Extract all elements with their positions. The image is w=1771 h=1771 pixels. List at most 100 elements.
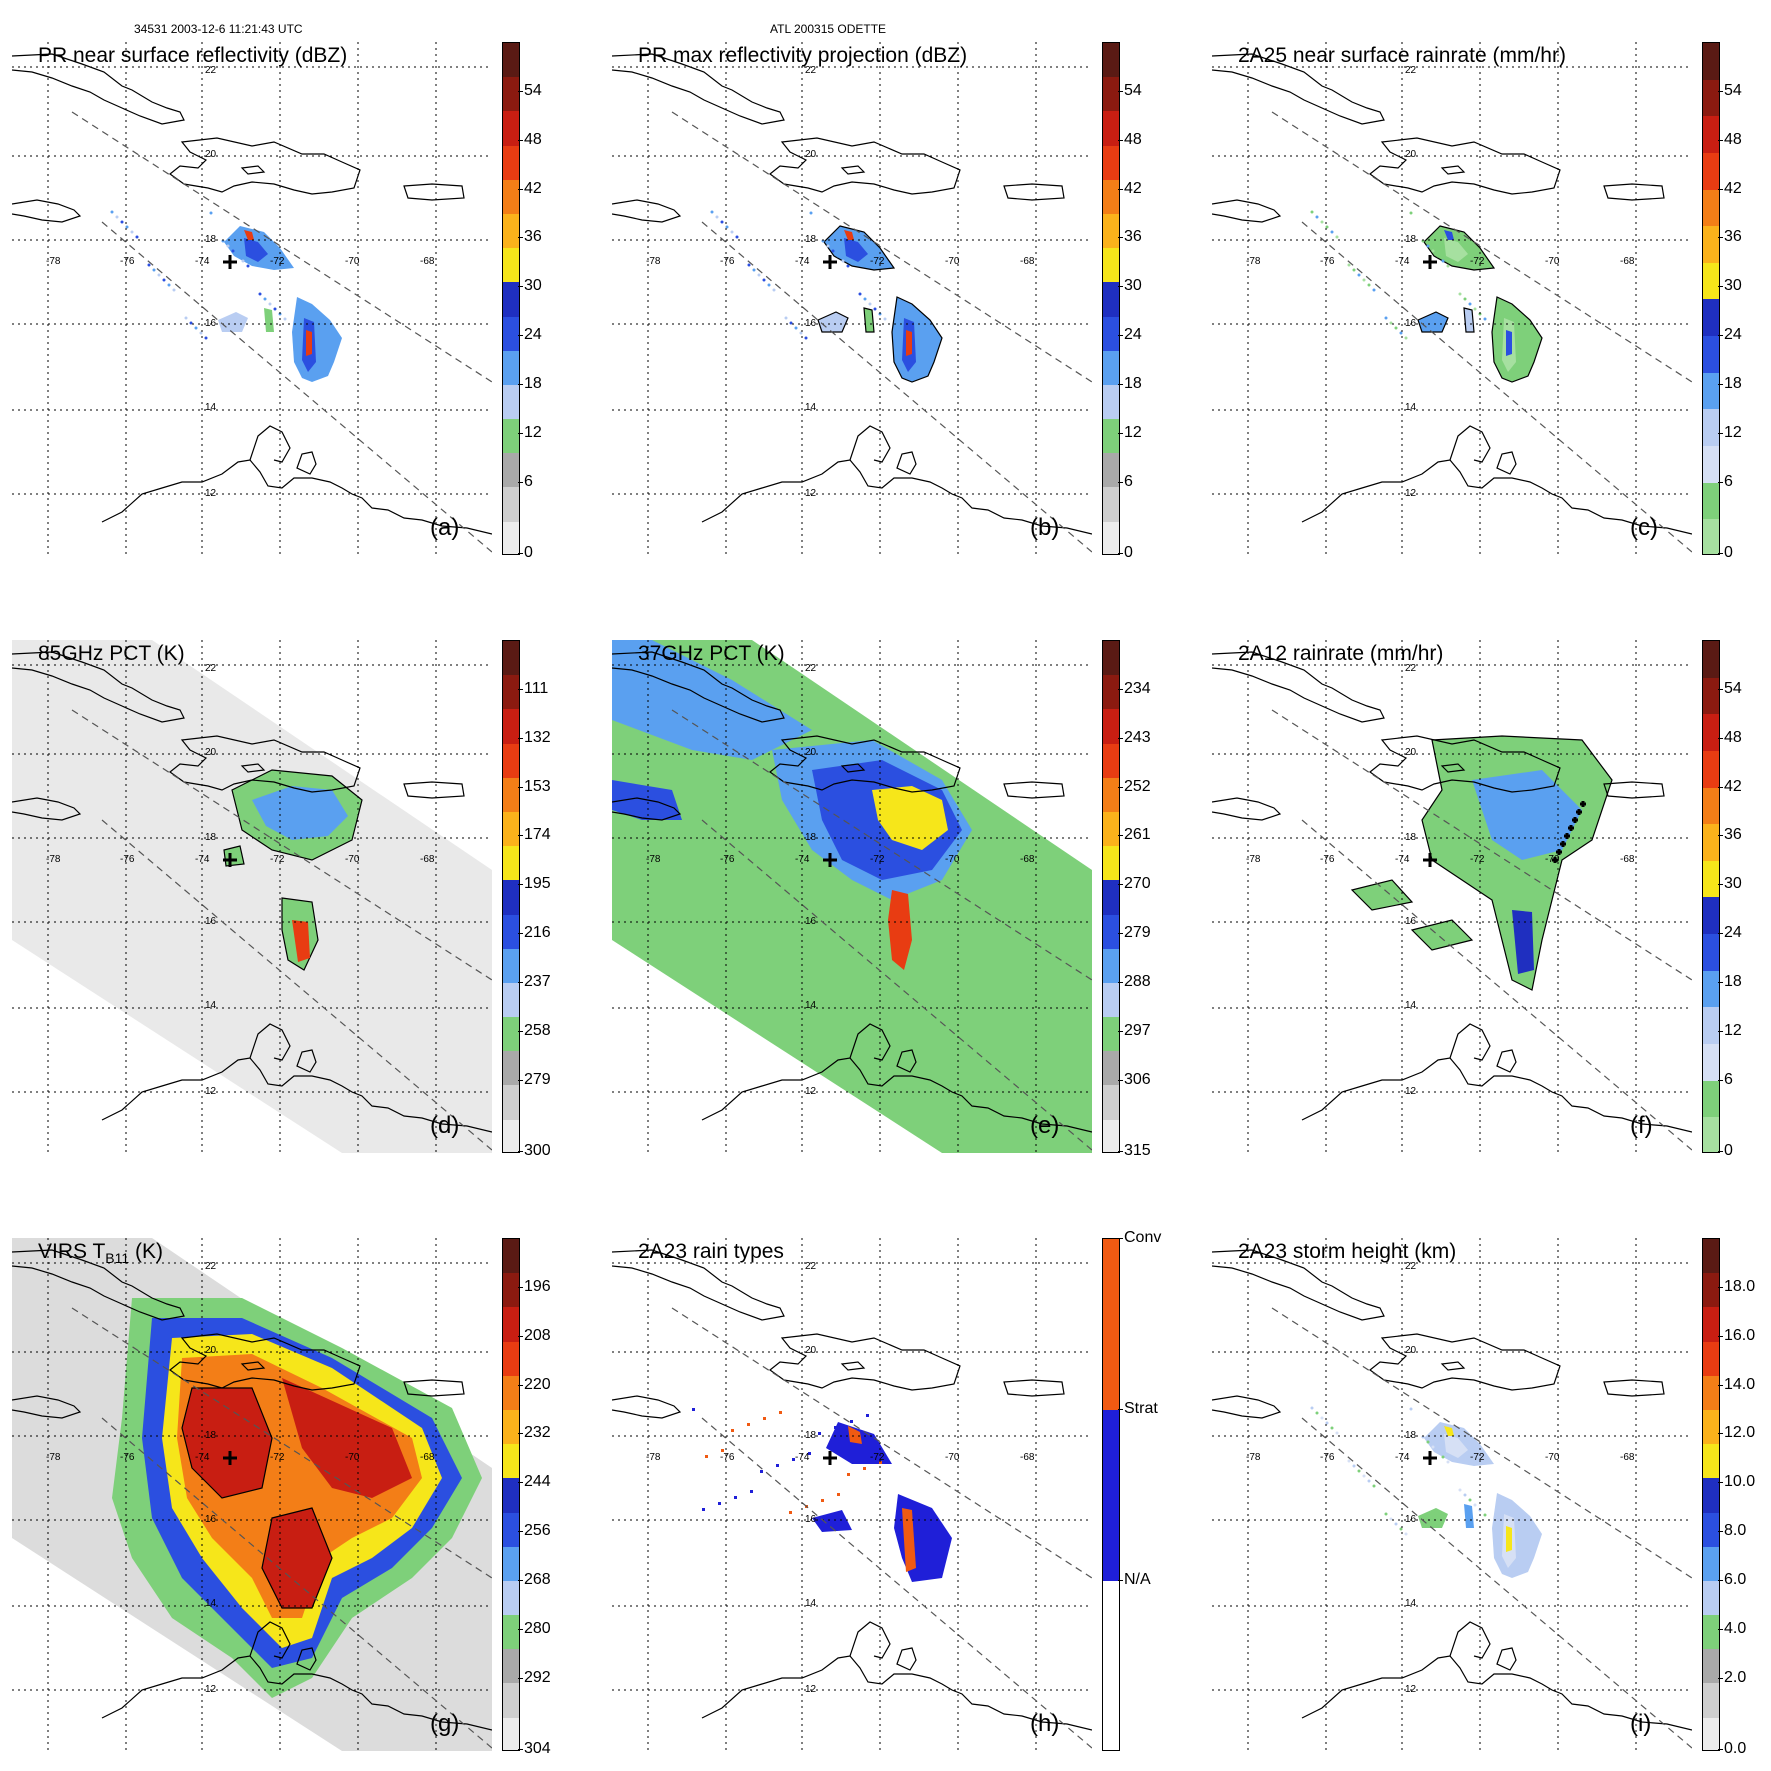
colorbar-tick-label: 0.0 <box>1717 1740 1747 1757</box>
panel-g: VIRS TB11 (K) -78 -76 -74 -72 -70 -68 22 20 18 16 1… <box>0 1196 590 1757</box>
colorbar-segment <box>1103 914 1119 949</box>
colorbar-segment <box>1703 1409 1719 1445</box>
panel-title: PR near surface reflectivity (dBZ) <box>38 44 347 68</box>
colorbar-segment <box>1703 1546 1719 1581</box>
lon-label: -76 <box>720 256 735 267</box>
lat-label: 22 <box>1405 1261 1417 1272</box>
lon-label: -76 <box>1320 256 1335 267</box>
lon-label: -70 <box>1545 1452 1560 1463</box>
colorbar-ticks: 234 243 252 261 270 279 288 297 306 315 <box>1118 640 1184 1159</box>
colorbar-ticks: 54 48 42 36 30 24 18 12 6 0 <box>1118 42 1184 561</box>
panel-title: 2A12 rainrate (mm/hr) <box>1238 642 1443 666</box>
lon-label: -68 <box>1620 1452 1635 1463</box>
lon-label: -78 <box>46 854 61 865</box>
colorbar-segment <box>503 179 519 214</box>
colorbar-segment <box>1703 152 1719 190</box>
colorbar-tick-label: 4.0 <box>1717 1619 1747 1637</box>
colorbar-segment <box>1703 1580 1719 1616</box>
lat-label: 22 <box>805 1261 817 1272</box>
panel-title: 85GHz PCT (K) <box>38 642 185 666</box>
colorbar-tick-label: 24 <box>1118 326 1142 344</box>
colorbar-tick-label: 30 <box>518 277 542 295</box>
colorbar-segment <box>503 1683 519 1718</box>
colorbar-segment <box>1103 777 1119 812</box>
colorbar-segment <box>503 1307 519 1342</box>
colorbar-tick-label: 0 <box>1118 544 1133 561</box>
colorbar-ticks: Conv Strat N/A <box>1117 1229 1184 1751</box>
colorbar-tick-label: 48 <box>1718 130 1742 148</box>
colorbar-tick-label: 6 <box>1118 472 1133 490</box>
lon-label: -74 <box>1395 1452 1410 1463</box>
panel-title-unit: (K) <box>129 1240 163 1263</box>
colorbar-segment <box>503 914 519 949</box>
colorbar-segment <box>503 453 519 488</box>
lon-label: -76 <box>720 1452 735 1463</box>
lon-label: -72 <box>270 854 285 865</box>
colorbar-ticks: 54 48 42 36 30 24 18 12 6 0 <box>518 42 584 561</box>
lon-label: -72 <box>870 256 885 267</box>
lon-label: -78 <box>46 256 61 267</box>
lon-label: -68 <box>1620 256 1635 267</box>
lon-label: -70 <box>945 854 960 865</box>
lat-label: 14 <box>805 1000 817 1011</box>
lon-label: -68 <box>420 256 435 267</box>
colorbar-tick-label: 48 <box>1718 728 1742 746</box>
lat-label: 14 <box>805 402 817 413</box>
colorbar-tick-label: 10.0 <box>1717 1473 1756 1491</box>
panel-title-text: 2A12 rainrate (mm/hr) <box>1238 642 1444 665</box>
colorbar-segment <box>1103 1239 1119 1410</box>
colorbar-segment <box>1703 116 1719 153</box>
colorbar-segment <box>1703 336 1719 373</box>
colorbar-tick-label: 279 <box>1118 924 1151 942</box>
colorbar-tick-label: 36 <box>1718 826 1742 844</box>
colorbar-tick-label: 216 <box>518 924 551 942</box>
colorbar-segment <box>1103 282 1119 317</box>
colorbar-tick-label: 268 <box>518 1571 551 1588</box>
map-area: -78 -76 -74 -72 -70 -68 22 20 18 16 14 12 <box>1212 1238 1692 1751</box>
lat-label: 20 <box>1405 1345 1417 1356</box>
lon-label: -68 <box>420 1452 435 1463</box>
colorbar-tick-label: 36 <box>518 228 542 246</box>
colorbar-tick-label: 6 <box>518 472 533 490</box>
lon-label: -74 <box>195 1452 210 1463</box>
panel-label: (h) <box>1030 1710 1060 1737</box>
map-area: -78 -76 -74 -72 -70 -68 22 20 18 16 14 12 <box>12 1238 492 1751</box>
colorbar-tick-label: 244 <box>518 1473 551 1491</box>
colorbar-segment <box>1703 1444 1719 1479</box>
panel-b: PR max reflectivity projection (dBZ) -78-… <box>600 0 1190 561</box>
lon-label: -74 <box>195 256 210 267</box>
colorbar-segment <box>503 111 519 146</box>
colorbar-segment <box>1703 43 1719 80</box>
lat-label: 22 <box>805 65 817 76</box>
colorbar-segment <box>503 282 519 317</box>
colorbar-tick-label: 6 <box>1718 1070 1733 1088</box>
colorbar-tick-label: 288 <box>1118 973 1151 990</box>
colorbar-tick-label: 12 <box>518 423 542 441</box>
lon-label: -70 <box>345 854 360 865</box>
lat-label: 16 <box>205 1514 217 1525</box>
colorbar-segment <box>1703 1683 1719 1718</box>
map-svg: -78 -76 -74 -72 -70 -68 22 20 18 16 14 12 <box>12 640 492 1153</box>
panel-label: (c) <box>1630 514 1658 541</box>
colorbar-tick-label: 196 <box>518 1277 551 1295</box>
colorbar-tick-label: 12.0 <box>1717 1424 1756 1442</box>
lat-label: 16 <box>805 1514 817 1525</box>
colorbar-segment <box>503 880 519 915</box>
colorbar-tick-label: 30 <box>1718 277 1742 295</box>
colorbar-tick-label: 2.0 <box>1717 1668 1747 1686</box>
map-svg: -78 -76 -74 -72 -70 -68 22 20 18 16 14 12 <box>612 640 1092 1153</box>
colorbar-segment <box>503 1444 519 1479</box>
colorbar-tick-label: 42 <box>1718 777 1742 795</box>
colorbar-tick-label: 237 <box>518 973 551 990</box>
lon-label: -78 <box>1246 854 1261 865</box>
lon-label: -74 <box>795 256 810 267</box>
panel-title-subscript: B11 <box>105 1250 130 1267</box>
colorbar-segment <box>1703 1512 1719 1547</box>
map-svg: -78 -76 -74 -72 -70 -68 22 20 18 16 14 12 <box>612 42 1092 555</box>
colorbar-segment <box>1103 111 1119 146</box>
panel-title: VIRS TB11 (K) <box>38 1240 163 1266</box>
colorbar-tick-label: 153 <box>518 777 551 795</box>
storm-info: ATL 200315 ODETTE <box>770 22 887 36</box>
colorbar <box>502 640 520 1153</box>
colorbar-tick-label: 18.0 <box>1717 1277 1756 1295</box>
